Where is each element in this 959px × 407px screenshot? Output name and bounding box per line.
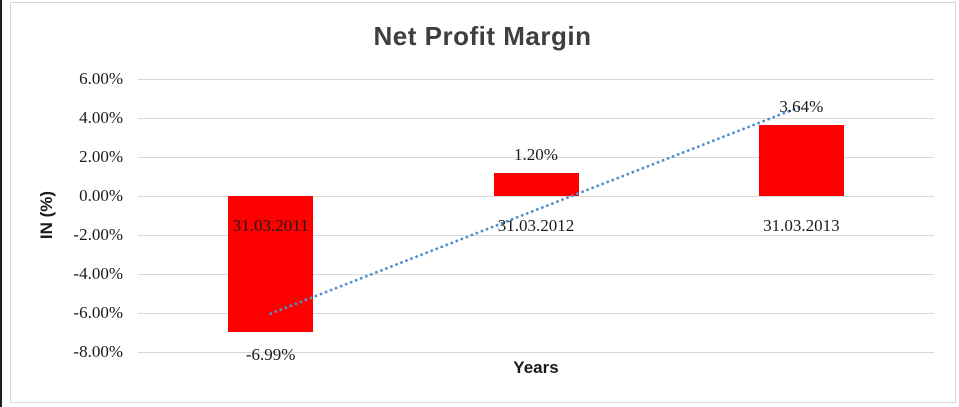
y-tick-label: 4.00%: [79, 108, 123, 127]
x-axis-title: Years: [513, 358, 559, 377]
gridline-6.00%: [138, 79, 934, 80]
y-tick-label: 6.00%: [79, 69, 123, 88]
window-left-border: [0, 0, 2, 407]
value-label--6.99%: -6.99%: [245, 345, 296, 365]
category-label-31.03.2013: 31.03.2013: [763, 216, 840, 235]
value-label-3.64%: 3.64%: [779, 97, 824, 117]
category-label-31.03.2012: 31.03.2012: [497, 216, 575, 235]
bar-31.03.2012: [493, 172, 579, 196]
chart-frame: [10, 2, 956, 403]
y-tick-label: 2.00%: [79, 147, 123, 166]
y-axis-title-text: IN (%): [37, 190, 56, 240]
y-tick-label: -8.00%: [73, 342, 123, 361]
y-tick-label: -2.00%: [73, 225, 123, 244]
y-tick-label: -4.00%: [73, 264, 123, 283]
chart-title: Net Profit Margin: [373, 21, 592, 51]
y-tick-label: 0.00%: [79, 186, 123, 205]
gridline--8.00%: [138, 352, 934, 353]
y-tick-label: -6.00%: [73, 303, 123, 322]
value-label-1.20%: 1.20%: [514, 144, 558, 164]
gridline-4.00%: [138, 118, 934, 119]
category-label-31.03.2011: 31.03.2011: [232, 216, 309, 235]
bar-31.03.2013: [758, 125, 844, 196]
